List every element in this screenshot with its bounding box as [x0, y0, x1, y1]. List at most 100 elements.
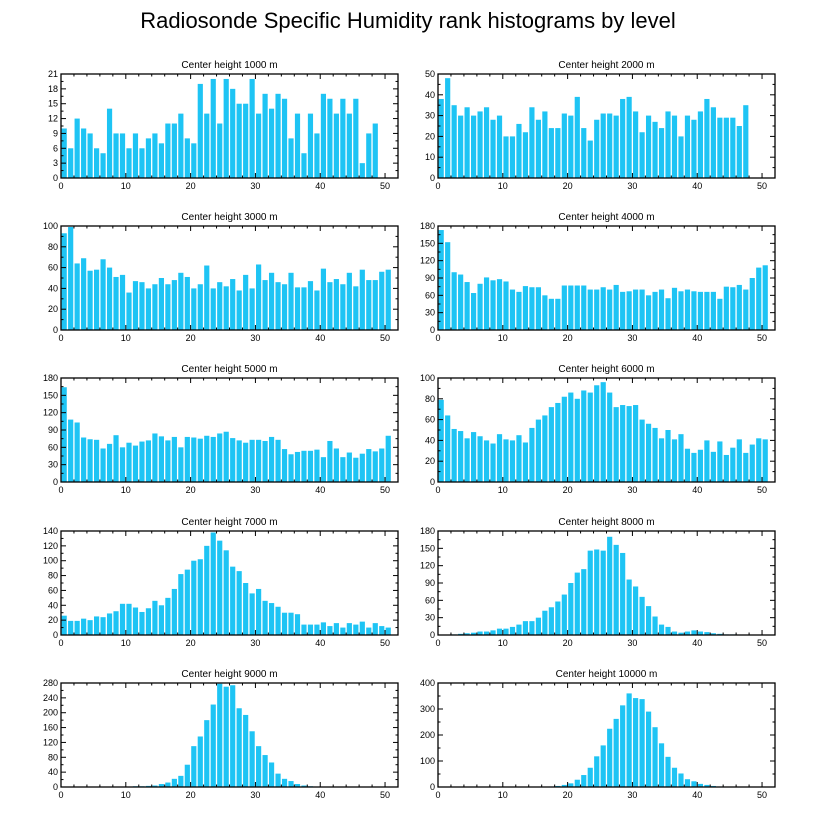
histogram-bar: [81, 437, 87, 482]
y-tick-label: 100: [43, 556, 58, 566]
histogram-bar: [346, 452, 352, 482]
plot-frame: [437, 530, 776, 636]
histogram-bar: [275, 439, 281, 482]
histogram-bar: [223, 686, 229, 787]
histogram-bar: [743, 452, 749, 482]
histogram-bar: [633, 586, 639, 635]
histogram-bar: [68, 148, 74, 178]
histogram-bar: [230, 566, 236, 635]
histogram-bar: [645, 295, 652, 330]
histogram-bar: [268, 108, 275, 178]
histogram-bar: [496, 115, 503, 178]
histogram-bar: [275, 773, 281, 787]
histogram-bar: [516, 291, 522, 330]
panel-8: Center height 8000 m 0 10 20 30 40 50 0 30 60 90 12…: [420, 517, 776, 648]
panel-title: Center height 6000 m: [558, 364, 654, 375]
histogram-bar: [607, 289, 613, 330]
histogram-bar: [210, 436, 216, 482]
histogram-bar: [385, 435, 391, 482]
y-tick-label: 40: [48, 600, 58, 610]
histogram-bar: [191, 746, 197, 787]
x-tick-label: 50: [380, 790, 390, 800]
histogram-bar: [620, 405, 626, 482]
y-tick-label: 400: [420, 678, 435, 688]
histogram-bar: [100, 448, 106, 482]
y-tick-label: 100: [420, 756, 435, 766]
histogram-bar: [445, 78, 451, 178]
histogram-bar: [126, 148, 132, 178]
histogram-bar: [697, 631, 704, 635]
histogram-bar: [191, 437, 197, 482]
histogram-bar: [516, 624, 522, 635]
y-tick-label: 60: [425, 595, 435, 605]
histogram-bar: [458, 115, 464, 178]
x-tick-label: 50: [757, 638, 767, 648]
histogram-bar: [230, 279, 236, 330]
histogram-bar: [236, 290, 242, 330]
x-tick-label: 10: [121, 333, 131, 343]
histogram-bar: [697, 291, 704, 330]
histogram-bar: [301, 450, 307, 482]
histogram-bar: [730, 117, 736, 178]
histogram-bar: [743, 105, 749, 178]
histogram-bar: [132, 445, 139, 482]
y-tick-label: 150: [43, 390, 58, 400]
histogram-bar: [691, 630, 697, 635]
histogram-bar: [301, 785, 307, 787]
histogram-bar: [217, 433, 223, 482]
y-tick-label: 20: [48, 615, 58, 625]
histogram-bar: [178, 574, 184, 635]
histogram-bar: [464, 282, 470, 330]
histogram-bar: [307, 450, 314, 482]
histogram-bar: [106, 267, 113, 330]
histogram-bar: [288, 138, 294, 178]
x-tick-label: 40: [692, 638, 702, 648]
y-tick-label: 90: [425, 273, 435, 283]
histogram-bar: [568, 392, 574, 482]
histogram-bar: [165, 782, 171, 787]
histogram-bar: [158, 278, 164, 330]
x-tick-label: 20: [186, 790, 196, 800]
histogram-bar: [587, 289, 593, 330]
histogram-bar: [535, 119, 541, 178]
histogram-bar: [633, 698, 639, 787]
histogram-bar: [204, 113, 210, 178]
histogram-bar: [139, 441, 145, 482]
panel-4: Center height 4000 m 0 10 20 30 40 50 0 30 60 90 12…: [420, 212, 776, 343]
histogram-bar: [119, 447, 126, 482]
y-tick-label: 30: [48, 460, 58, 470]
histogram-bar: [327, 282, 333, 330]
histogram-bar: [671, 767, 678, 787]
histogram-bar: [204, 720, 210, 787]
plot-frame: [437, 682, 776, 788]
histogram-bar: [717, 441, 723, 482]
panel-1: Center height 1000 m 0 10 20 30 40 50 0 3 6 9 12 15 1…: [48, 60, 399, 191]
histogram-bar: [353, 98, 359, 178]
panel-7: Center height 7000 m 0 10 20 30 40 50 0 20 40 60 80…: [43, 517, 399, 648]
histogram-bar: [639, 132, 645, 178]
panel-10: Center height 10000 m 0 10 20 30 40 50 0 100 200 3…: [420, 669, 776, 800]
y-tick-label: 0: [430, 477, 435, 487]
histogram-bar: [372, 451, 378, 482]
histogram-bar: [106, 108, 113, 178]
y-tick-label: 15: [48, 99, 58, 109]
histogram-bar: [61, 387, 67, 482]
histogram-bar: [529, 287, 535, 330]
histogram-bar: [639, 596, 645, 635]
x-tick-label: 40: [692, 790, 702, 800]
histogram-bar: [132, 281, 139, 330]
histogram-bar: [301, 624, 307, 635]
histogram-bar: [658, 289, 665, 330]
x-tick-label: 30: [627, 333, 637, 343]
histogram-bar: [145, 138, 152, 178]
histogram-bar: [736, 284, 742, 330]
x-tick-label: 0: [435, 181, 440, 191]
histogram-bar: [503, 628, 509, 635]
histogram-bar: [191, 288, 197, 330]
histogram-bar: [281, 778, 288, 787]
histogram-bar: [171, 778, 177, 787]
histogram-bar: [262, 440, 268, 482]
histogram-bar: [684, 448, 691, 482]
histogram-bar: [678, 632, 684, 635]
x-tick-label: 30: [627, 485, 637, 495]
